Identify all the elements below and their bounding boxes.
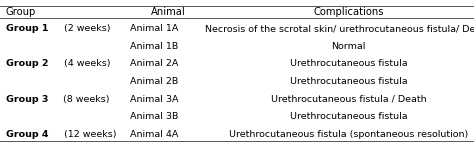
Text: Normal: Normal xyxy=(331,42,365,51)
Text: (12 weeks): (12 weeks) xyxy=(61,130,116,139)
Text: Animal: Animal xyxy=(151,7,186,17)
Text: Urethrocutaneous fistula: Urethrocutaneous fistula xyxy=(290,59,407,68)
Text: Group 4: Group 4 xyxy=(6,130,48,139)
Text: Animal 3B: Animal 3B xyxy=(130,112,179,121)
Text: Necrosis of the scrotal skin/ urethrocutaneous fistula/ Death: Necrosis of the scrotal skin/ urethrocut… xyxy=(205,24,474,33)
Text: Urethrocutaneous fistula / Death: Urethrocutaneous fistula / Death xyxy=(271,95,426,104)
Text: Animal 2A: Animal 2A xyxy=(130,59,179,68)
Text: Group 2: Group 2 xyxy=(6,59,48,68)
Text: Group: Group xyxy=(6,7,36,17)
Text: (2 weeks): (2 weeks) xyxy=(61,24,110,33)
Text: Complications: Complications xyxy=(313,7,383,17)
Text: Urethrocutaneous fistula: Urethrocutaneous fistula xyxy=(290,112,407,121)
Text: (8 weeks): (8 weeks) xyxy=(60,95,110,104)
Text: Group 3: Group 3 xyxy=(6,95,48,104)
Text: Animal 3A: Animal 3A xyxy=(130,95,179,104)
Text: Urethrocutaneous fistula: Urethrocutaneous fistula xyxy=(290,77,407,86)
Text: Animal 4A: Animal 4A xyxy=(130,130,179,139)
Text: Urethrocutaneous fistula (spontaneous resolution): Urethrocutaneous fistula (spontaneous re… xyxy=(229,130,468,139)
Text: Animal 1A: Animal 1A xyxy=(130,24,179,33)
Text: Group 1: Group 1 xyxy=(6,24,48,33)
Text: (4 weeks): (4 weeks) xyxy=(61,59,110,68)
Text: Animal 1B: Animal 1B xyxy=(130,42,179,51)
Text: Animal 2B: Animal 2B xyxy=(130,77,179,86)
